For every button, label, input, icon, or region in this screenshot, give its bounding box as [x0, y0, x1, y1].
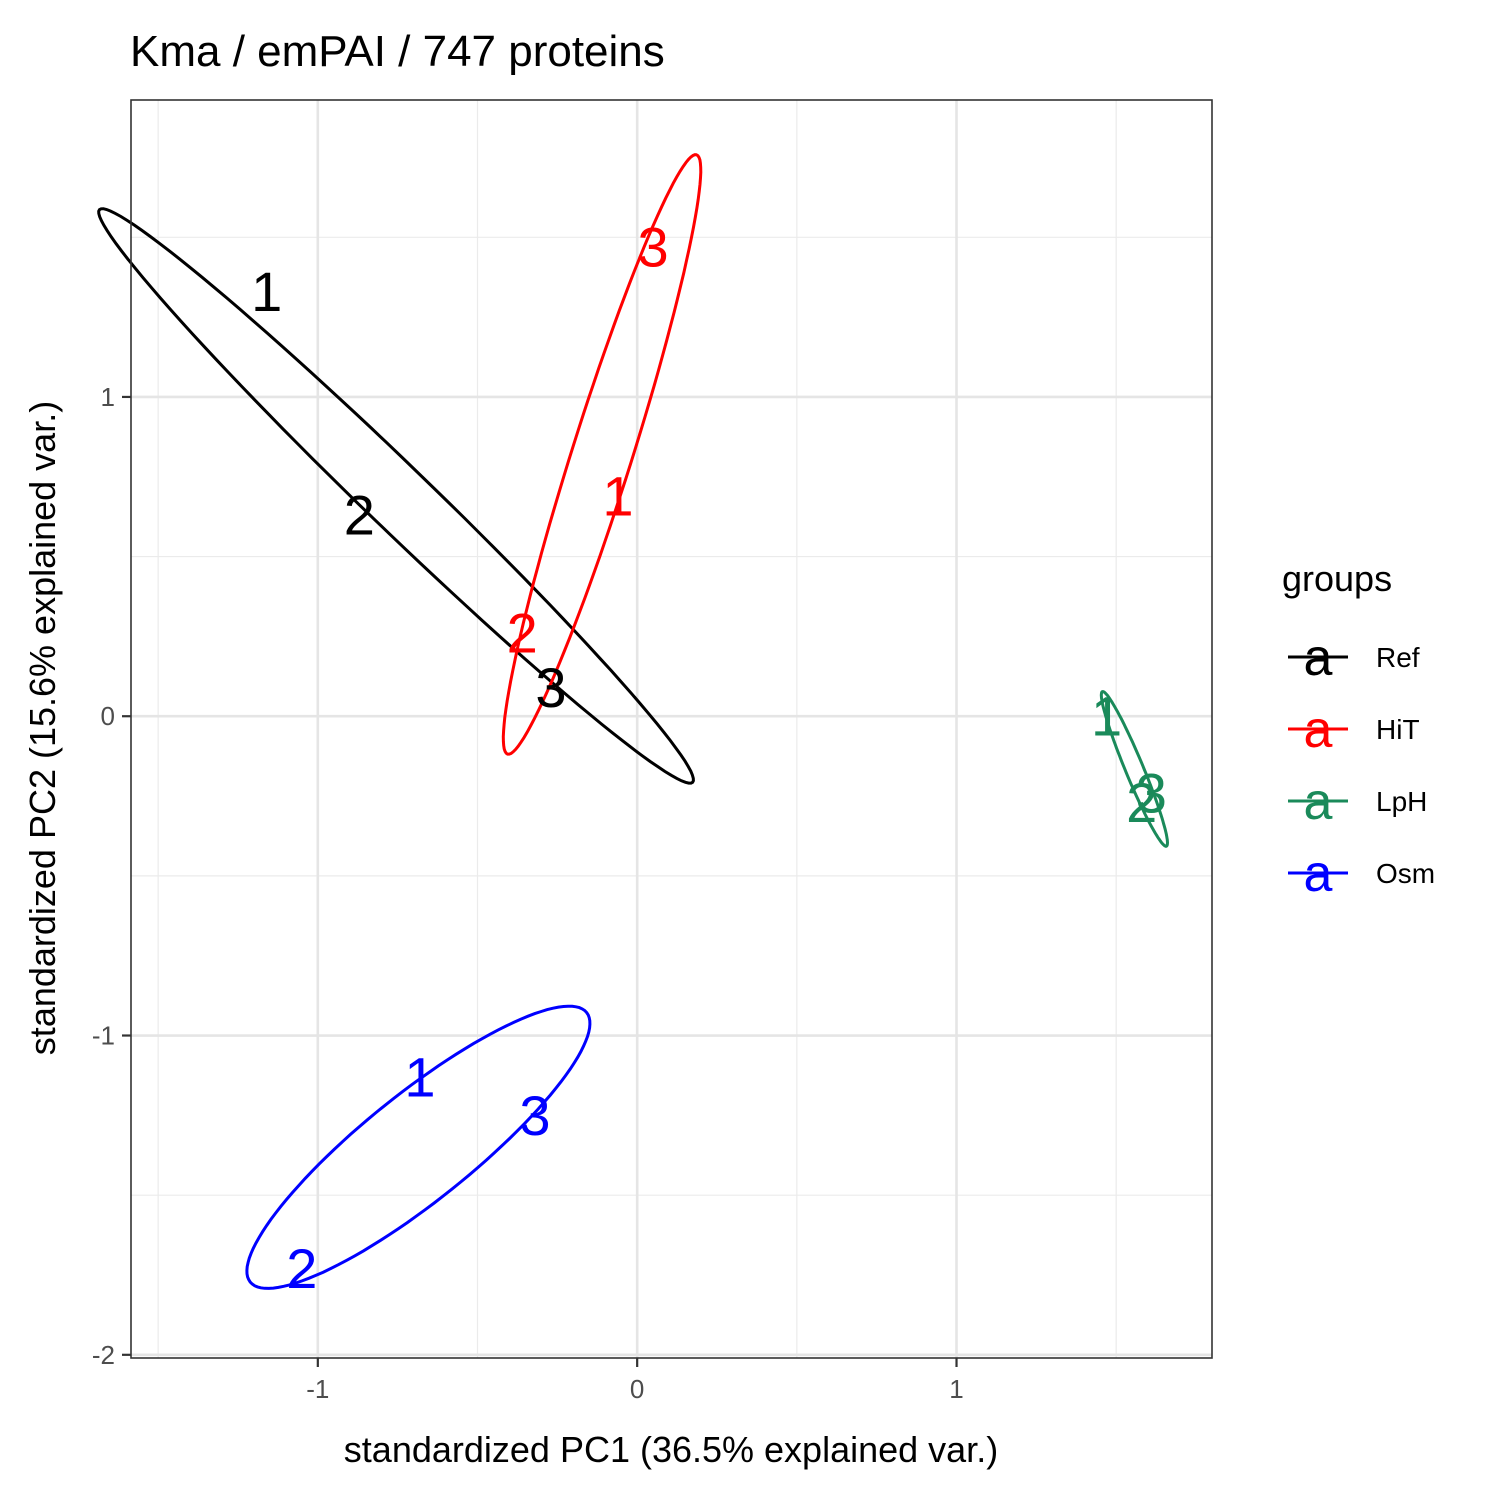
gridlines — [131, 100, 1212, 1358]
point-label-osm-2: 2 — [286, 1237, 317, 1300]
point-label-hit-1: 1 — [602, 464, 633, 527]
legend-label-hit: HiT — [1376, 714, 1420, 745]
y-tick-label: 1 — [101, 382, 115, 412]
ellipse-lph — [1099, 690, 1170, 848]
legend-label-lph: LpH — [1376, 786, 1427, 817]
point-label-ref-3: 3 — [535, 656, 566, 719]
legend-label-osm: Osm — [1376, 858, 1435, 889]
y-axis-title: standardized PC2 (15.6% explained var.) — [22, 401, 63, 1055]
y-tick-label: 0 — [101, 701, 115, 731]
legend-key-glyph-hit: a — [1304, 701, 1333, 759]
legend-title: groups — [1282, 558, 1392, 599]
x-tick-label: 1 — [949, 1374, 963, 1404]
point-label-osm-1: 1 — [404, 1046, 435, 1109]
y-tick-label: -2 — [92, 1340, 115, 1370]
x-tick-label: 0 — [630, 1374, 644, 1404]
confidence-ellipses — [97, 153, 1170, 1290]
legend-key-glyph-ref: a — [1304, 629, 1333, 687]
y-tick-label: -1 — [92, 1021, 115, 1051]
chart-title: Kma / emPAI / 747 proteins — [130, 27, 665, 76]
point-label-hit-2: 2 — [507, 602, 538, 665]
ellipse-hit — [501, 153, 703, 756]
point-label-osm-3: 3 — [519, 1084, 550, 1147]
plot-panel-border — [130, 99, 1213, 1359]
point-label-hit-3: 3 — [638, 215, 669, 278]
legend-key-glyph-lph: a — [1304, 773, 1333, 831]
point-label-ref-2: 2 — [344, 484, 375, 547]
ellipse-ref — [97, 207, 695, 785]
ellipse-osm — [245, 1004, 592, 1290]
point-label-lph-3: 3 — [1136, 761, 1167, 824]
legend-key-glyph-osm: a — [1304, 845, 1333, 903]
point-label-ref-1: 1 — [251, 260, 282, 323]
x-axis-title: standardized PC1 (36.5% explained var.) — [344, 1429, 998, 1470]
x-tick-label: -1 — [306, 1374, 329, 1404]
point-label-lph-2: 2 — [1126, 771, 1157, 834]
axes: -1 0 1 -2 -1 0 1 — [92, 382, 964, 1404]
legend-label-ref: Ref — [1376, 642, 1420, 673]
legend: groups a Ref a HiT a LpH a Osm — [1282, 558, 1435, 903]
point-label-lph-1: 1 — [1091, 685, 1122, 748]
